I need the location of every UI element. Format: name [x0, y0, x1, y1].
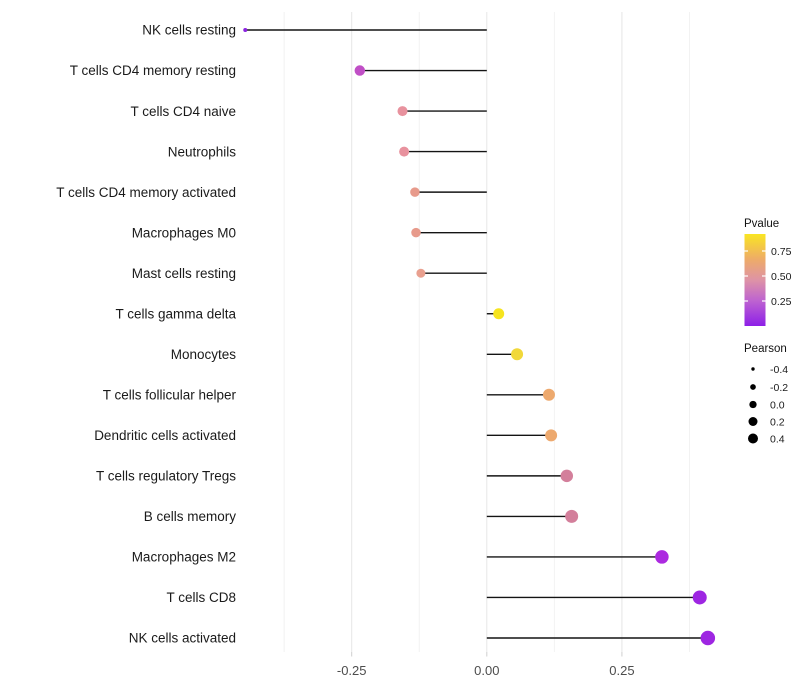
pearson-legend-label: 0.2: [770, 416, 785, 428]
lollipop-dot: [692, 590, 707, 605]
pvalue-colorbar: [744, 234, 766, 326]
pearson-legend-title: Pearson: [744, 343, 787, 355]
category-label: NK cells resting: [142, 23, 236, 38]
category-label: Macrophages M0: [132, 225, 236, 240]
pearson-legend-dot: [748, 433, 758, 444]
legends: Pvalue 0.75 0.50 0.25 Pearson -0.4 -0.2 0.0 0…: [744, 218, 792, 445]
pearson-size-legend: -0.4 -0.2 0.0 0.2 0.4: [748, 364, 788, 445]
lollipop-dot: [354, 65, 366, 76]
pearson-legend-dot: [750, 384, 756, 390]
category-label: Macrophages M2: [132, 550, 236, 565]
category-label: B cells memory: [144, 509, 237, 524]
pearson-legend-label: 0.4: [770, 433, 785, 445]
category-label: T cells CD4 memory resting: [70, 63, 236, 78]
x-tick-label: 0.25: [609, 663, 634, 678]
category-label: T cells CD4 naive: [130, 104, 236, 119]
category-label: T cells gamma delta: [115, 306, 236, 321]
category-label: Neutrophils: [168, 144, 237, 159]
lollipop-dot: [560, 469, 574, 483]
pvalue-legend-title: Pvalue: [744, 218, 779, 230]
pvalue-tick-label: 0.25: [771, 296, 792, 308]
lollipop-rows: NK cells resting T cells CD4 memory resti…: [56, 23, 716, 646]
category-label: Dendritic cells activated: [94, 428, 236, 443]
lollipop-dot: [493, 308, 505, 320]
lollipop-dot: [700, 630, 716, 646]
pearson-legend-label: -0.2: [770, 382, 788, 394]
x-axis: -0.25 0.00 0.25: [337, 652, 635, 678]
x-tick-label: 0.00: [474, 663, 499, 678]
lollipop-dot: [397, 106, 408, 117]
category-label: T cells follicular helper: [103, 388, 237, 403]
pearson-legend-label: -0.4: [770, 364, 788, 376]
pearson-legend-dot: [751, 367, 755, 371]
lollipop-dot: [542, 388, 555, 401]
lollipop-dot: [511, 348, 524, 361]
lollipop-dot: [655, 550, 669, 564]
pearson-legend-dot: [749, 400, 757, 409]
gridlines: [283, 12, 690, 652]
lollipop-dot: [243, 28, 248, 32]
lollipop-dot: [545, 429, 558, 442]
category-label: T cells CD4 memory activated: [56, 185, 236, 200]
lollipop-dot: [565, 509, 579, 523]
x-tick-label: -0.25: [337, 663, 367, 678]
lollipop-dot: [411, 227, 421, 238]
pvalue-tick-label: 0.50: [771, 271, 792, 283]
pearson-legend-label: 0.0: [770, 399, 785, 411]
lollipop-dot: [416, 268, 426, 278]
pvalue-tick-label: 0.75: [771, 246, 792, 258]
pearson-legend-dot: [748, 417, 758, 426]
category-label: T cells CD8: [166, 590, 236, 605]
category-label: Monocytes: [171, 347, 237, 362]
category-label: T cells regulatory Tregs: [96, 469, 236, 484]
lollipop-dot: [410, 187, 420, 197]
pvalue-colorbar-ticks: 0.75 0.50 0.25: [744, 246, 792, 308]
lollipop-dot: [399, 146, 410, 157]
category-label: Mast cells resting: [132, 266, 236, 281]
category-label: NK cells activated: [129, 631, 236, 646]
